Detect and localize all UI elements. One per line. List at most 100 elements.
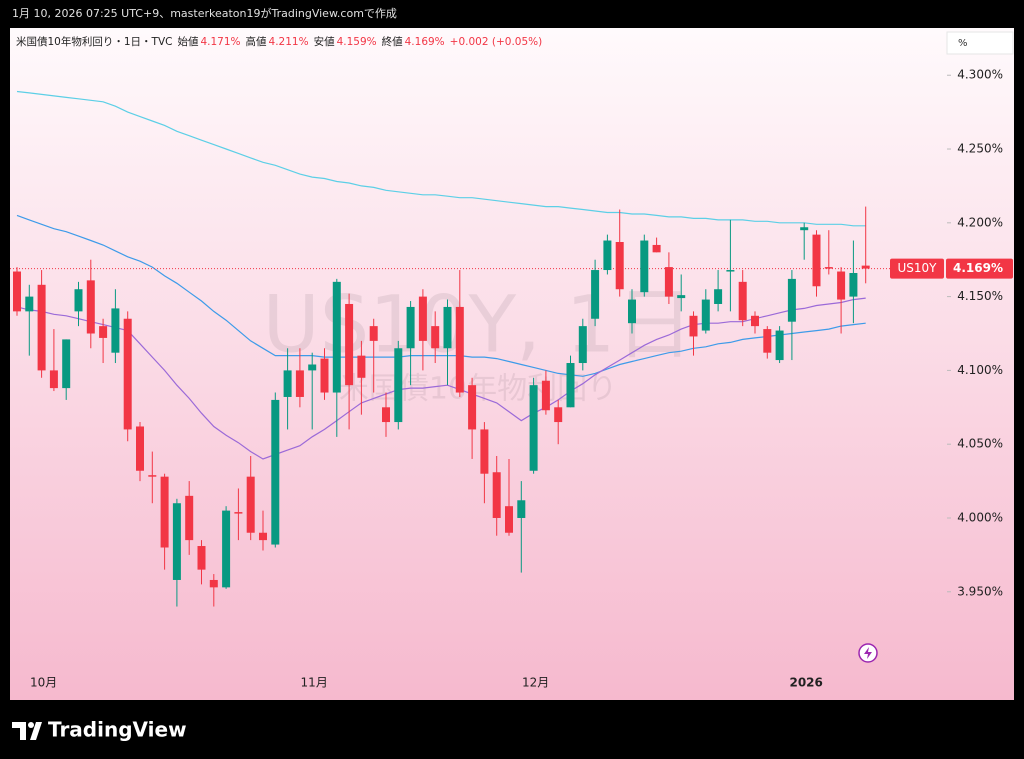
candle-body <box>677 295 686 299</box>
candle-body <box>369 326 378 341</box>
candle-body <box>172 503 181 580</box>
candle-body <box>259 532 267 541</box>
candle-body <box>714 289 723 304</box>
ohlc-value: 4.159% <box>337 36 377 48</box>
candle-body <box>295 370 304 397</box>
candle-body <box>382 407 390 423</box>
ohlc-label: 安値 <box>314 35 335 48</box>
candle-body <box>271 399 280 545</box>
ohlc-label: 高値 <box>246 35 267 48</box>
y-tick-label: 4.200% <box>957 215 1003 229</box>
candle-body <box>603 240 612 271</box>
candle-body <box>812 234 821 287</box>
ma-line <box>16 214 866 377</box>
candle-body <box>222 510 231 588</box>
unit-box <box>946 31 1014 55</box>
candle-body <box>209 579 218 588</box>
candle-body <box>701 299 710 331</box>
candle-body <box>689 315 698 337</box>
ohlc-value: 4.211% <box>269 36 309 48</box>
x-tick-label: 10月 <box>30 676 57 690</box>
candle-body <box>837 271 846 300</box>
candle-body <box>628 299 636 324</box>
logo-dot <box>28 722 34 728</box>
candle-body <box>320 358 329 393</box>
caption: 1月 10, 2026 07:25 UTC+9、masterkeaton19がT… <box>12 6 397 20</box>
candle-body <box>505 506 513 533</box>
candle-body <box>443 306 452 349</box>
candle-body <box>123 318 132 430</box>
candle-body <box>357 355 366 378</box>
y-tick-label: 4.050% <box>957 437 1003 451</box>
candle-body <box>62 339 71 389</box>
candle-body <box>74 289 83 312</box>
y-tick-label: 4.000% <box>957 510 1003 524</box>
logo-mark <box>12 722 42 740</box>
candle-body <box>849 272 858 297</box>
candle-body <box>775 330 784 361</box>
candle-body <box>726 270 735 272</box>
candle-body <box>591 270 600 319</box>
candle-body <box>763 329 772 353</box>
price-tag-bg <box>946 258 1013 279</box>
ohlc-value: 4.171% <box>200 36 240 48</box>
candle-body <box>566 363 575 408</box>
ma-line <box>16 297 866 460</box>
candle-body <box>418 296 427 341</box>
candle-body <box>640 240 649 293</box>
ma-line <box>16 90 866 227</box>
candle-body <box>517 500 526 518</box>
y-tick-label: 3.950% <box>957 584 1003 598</box>
candle-body <box>406 306 415 349</box>
y-tick-label: 4.300% <box>957 68 1003 82</box>
candle-body <box>160 476 169 548</box>
candle-body <box>578 326 587 364</box>
candle-body <box>234 512 243 514</box>
price-tag: 4.169% <box>953 261 1003 275</box>
candle-body <box>480 429 489 474</box>
icon-bolt[interactable] <box>864 647 872 659</box>
x-tick-label: 11月 <box>301 676 328 690</box>
y-tick-label: 4.250% <box>957 142 1003 156</box>
candle-body <box>431 326 440 349</box>
y-tick-label: 4.150% <box>957 289 1003 303</box>
candle-body <box>86 280 95 334</box>
candle-body <box>615 242 624 290</box>
candle-body <box>246 476 255 533</box>
candle-body <box>751 315 759 327</box>
candle-body <box>529 385 538 471</box>
candle-body <box>554 407 563 423</box>
candle-body <box>99 326 108 338</box>
watermark-name: 米国債10年物利回り <box>339 372 617 407</box>
candle-body <box>185 495 194 541</box>
candle-body <box>345 303 354 386</box>
candle-body <box>49 370 58 389</box>
candle-body <box>800 227 809 231</box>
replay-icon[interactable] <box>858 643 878 663</box>
candle-body <box>394 348 403 423</box>
ohlc-value: 4.169% <box>405 36 445 48</box>
candle-body <box>197 546 206 570</box>
price-tag-symbol-bg <box>890 258 944 279</box>
candle-body <box>738 281 747 321</box>
candle-body <box>468 385 477 430</box>
price-tag-symbol: US10Y <box>898 261 938 275</box>
candle-body <box>824 267 833 269</box>
x-tick-label: 2026 <box>789 676 822 690</box>
x-tick-label: 12月 <box>522 676 549 690</box>
candle-body <box>111 308 120 353</box>
ohlc-label: 始値 <box>177 35 198 48</box>
candle-body <box>455 306 464 393</box>
brand: TradingView <box>48 718 187 742</box>
candle-body <box>861 265 870 269</box>
candle-body <box>37 284 46 371</box>
candle-body <box>332 281 341 393</box>
candle-body <box>136 426 144 471</box>
ohlc-label: 終値 <box>382 35 403 48</box>
candle-body <box>148 475 157 477</box>
candle-body <box>25 296 34 312</box>
axis-unit: % <box>958 38 968 49</box>
candle-body <box>664 267 673 297</box>
